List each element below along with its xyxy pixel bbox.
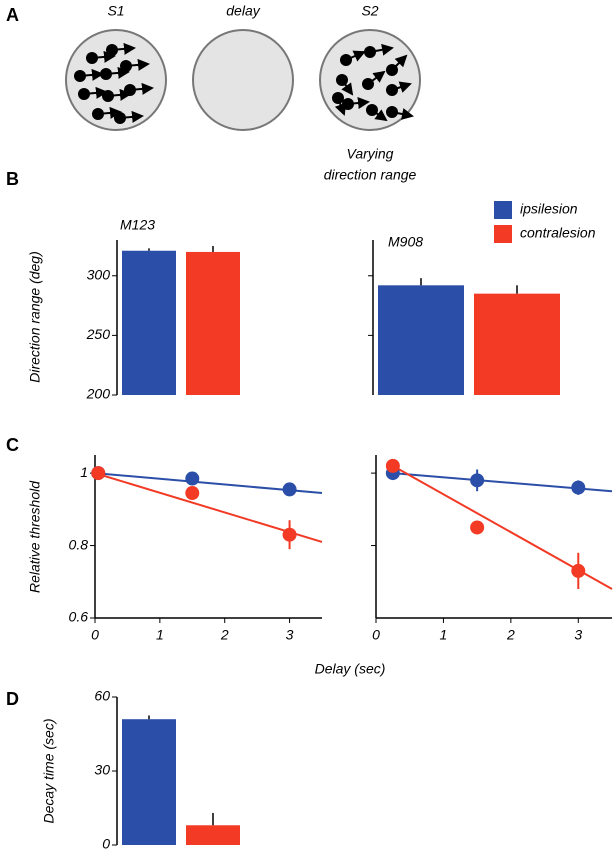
y-axis-label: Direction range (deg) <box>27 251 43 383</box>
x-tick-label: 0 <box>372 627 380 643</box>
data-point <box>282 527 297 542</box>
y-tick-label: 200 <box>86 386 111 402</box>
y-axis-label: Relative threshold <box>27 480 43 593</box>
y-tick-label: 60 <box>94 688 110 704</box>
y-axis-label: Decay time (sec) <box>41 718 57 823</box>
motion-arrow <box>79 68 104 81</box>
motion-arrow <box>83 86 108 99</box>
data-point <box>91 466 106 481</box>
motion-arrow <box>347 97 370 109</box>
stimulus-label: delay <box>226 3 260 19</box>
y-tick-label: 0.6 <box>69 609 89 625</box>
bar <box>186 825 240 845</box>
stimulus-label: S1 <box>107 3 124 19</box>
x-tick-label: 3 <box>286 627 294 643</box>
motion-arrow <box>119 110 144 123</box>
motion-arrow <box>391 108 414 120</box>
motion-arrow <box>341 79 354 96</box>
y-tick-label: 0 <box>102 836 110 852</box>
x-tick-label: 2 <box>220 627 229 643</box>
motion-arrow <box>111 42 136 55</box>
y-tick-label: 300 <box>87 266 111 282</box>
data-point <box>470 520 485 535</box>
dot-field <box>74 42 414 124</box>
legend-label: ipsilesion <box>520 201 578 217</box>
x-tick-label: 3 <box>574 627 582 643</box>
data-point <box>185 486 200 501</box>
bar <box>186 251 240 395</box>
panel-label: D <box>6 689 19 709</box>
motion-arrow <box>371 109 388 122</box>
bar <box>474 293 560 395</box>
data-point <box>571 480 586 495</box>
motion-arrow <box>105 66 130 79</box>
chart-title: M908 <box>388 234 423 250</box>
x-axis-label: Delay (sec) <box>315 661 386 677</box>
legend-swatch <box>494 201 512 219</box>
motion-arrow <box>129 82 154 95</box>
x-tick-label: 0 <box>91 627 99 643</box>
motion-arrow <box>334 97 347 116</box>
data-point <box>282 482 297 497</box>
motion-arrow <box>369 43 394 56</box>
legend-label: contralesion <box>520 225 596 241</box>
motion-arrow <box>367 70 386 85</box>
motion-arrow <box>391 54 408 71</box>
bar <box>122 250 176 395</box>
annotation: Varying <box>347 146 394 162</box>
data-point <box>571 563 586 578</box>
bar <box>378 285 464 395</box>
panel-label: C <box>6 435 19 455</box>
y-tick-label: 0.8 <box>69 536 89 552</box>
y-tick-label: 250 <box>86 326 111 342</box>
x-tick-label: 2 <box>506 627 515 643</box>
motion-arrow <box>125 58 150 71</box>
data-point <box>470 473 485 488</box>
legend-swatch <box>494 225 512 243</box>
y-tick-label: 30 <box>94 762 110 778</box>
motion-arrow <box>97 106 122 119</box>
motion-arrow <box>91 50 116 63</box>
panel-label: B <box>6 169 19 189</box>
chart-title: M123 <box>120 217 155 233</box>
data-point <box>185 471 200 486</box>
x-tick-label: 1 <box>440 627 448 643</box>
annotation: direction range <box>324 167 417 183</box>
motion-arrow <box>345 50 366 62</box>
stimulus-label: S2 <box>361 3 378 19</box>
panel-label: A <box>6 5 19 25</box>
stimulus-aperture <box>192 29 294 131</box>
data-point <box>385 458 400 473</box>
bar <box>122 719 176 845</box>
x-tick-label: 1 <box>156 627 164 643</box>
y-tick-label: 1 <box>80 464 88 480</box>
motion-arrow <box>391 81 412 93</box>
